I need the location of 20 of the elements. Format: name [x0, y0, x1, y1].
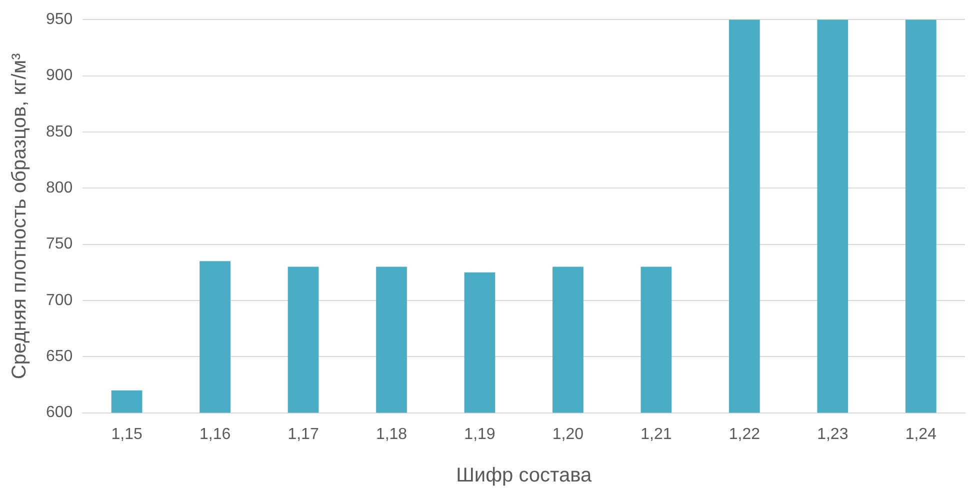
- y-tick-label: 650: [46, 348, 73, 366]
- y-tick-label: 800: [46, 180, 73, 197]
- x-tick-label: 1,19: [464, 426, 496, 443]
- x-tick-label: 1,21: [640, 426, 672, 443]
- x-tick-label: 1,18: [376, 426, 408, 443]
- x-tick-label: 1,24: [905, 426, 937, 443]
- y-axis-title: Средняя плотность образцов, кг/м³: [8, 52, 31, 380]
- x-axis-title: Шифр состава: [456, 464, 592, 487]
- y-tick-label: 950: [46, 11, 73, 28]
- x-tick-label: 1,22: [728, 426, 760, 443]
- y-tick-label: 900: [46, 67, 73, 84]
- y-tick-label: 600: [46, 404, 73, 422]
- x-tick-label: 1,23: [817, 426, 848, 443]
- y-tick-label: 700: [46, 292, 73, 309]
- y-tick-label: 750: [46, 236, 73, 253]
- x-tick-label: 1,15: [111, 426, 142, 443]
- x-tick-label: 1,20: [552, 426, 584, 443]
- y-tick-label: 850: [46, 123, 73, 140]
- x-tick-label: 1,16: [199, 426, 231, 443]
- x-tick-label: 1,17: [288, 426, 319, 443]
